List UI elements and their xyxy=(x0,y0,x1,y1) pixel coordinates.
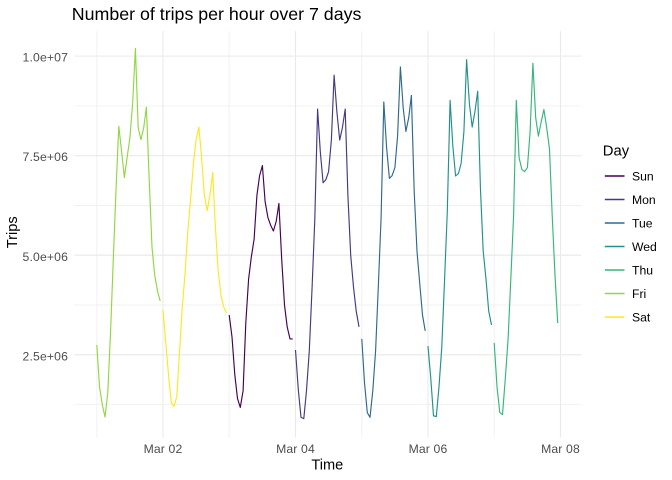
svg-text:Wed: Wed xyxy=(632,240,657,254)
svg-text:7.5e+06: 7.5e+06 xyxy=(23,150,69,164)
svg-text:Mon: Mon xyxy=(632,193,656,207)
svg-text:Mar 06: Mar 06 xyxy=(409,442,448,456)
svg-text:Fri: Fri xyxy=(632,287,646,301)
svg-text:2.5e+06: 2.5e+06 xyxy=(23,349,69,363)
svg-text:Mar 04: Mar 04 xyxy=(276,442,315,456)
svg-text:Mar 08: Mar 08 xyxy=(541,442,580,456)
svg-text:1.0e+07: 1.0e+07 xyxy=(23,51,69,65)
svg-text:Sun: Sun xyxy=(632,169,654,183)
svg-text:5.0e+06: 5.0e+06 xyxy=(23,250,69,264)
svg-text:Mar 02: Mar 02 xyxy=(144,442,183,456)
svg-text:Day: Day xyxy=(603,143,630,159)
svg-text:Thu: Thu xyxy=(632,263,653,277)
svg-text:Number of trips per hour over: Number of trips per hour over 7 days xyxy=(72,4,362,24)
svg-text:Time: Time xyxy=(311,458,343,474)
svg-text:Trips: Trips xyxy=(5,216,21,248)
svg-text:Tue: Tue xyxy=(632,216,653,230)
svg-text:Sat: Sat xyxy=(632,310,651,324)
